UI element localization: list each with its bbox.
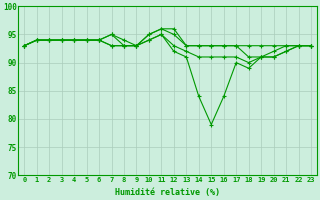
X-axis label: Humidité relative (%): Humidité relative (%)	[115, 188, 220, 197]
